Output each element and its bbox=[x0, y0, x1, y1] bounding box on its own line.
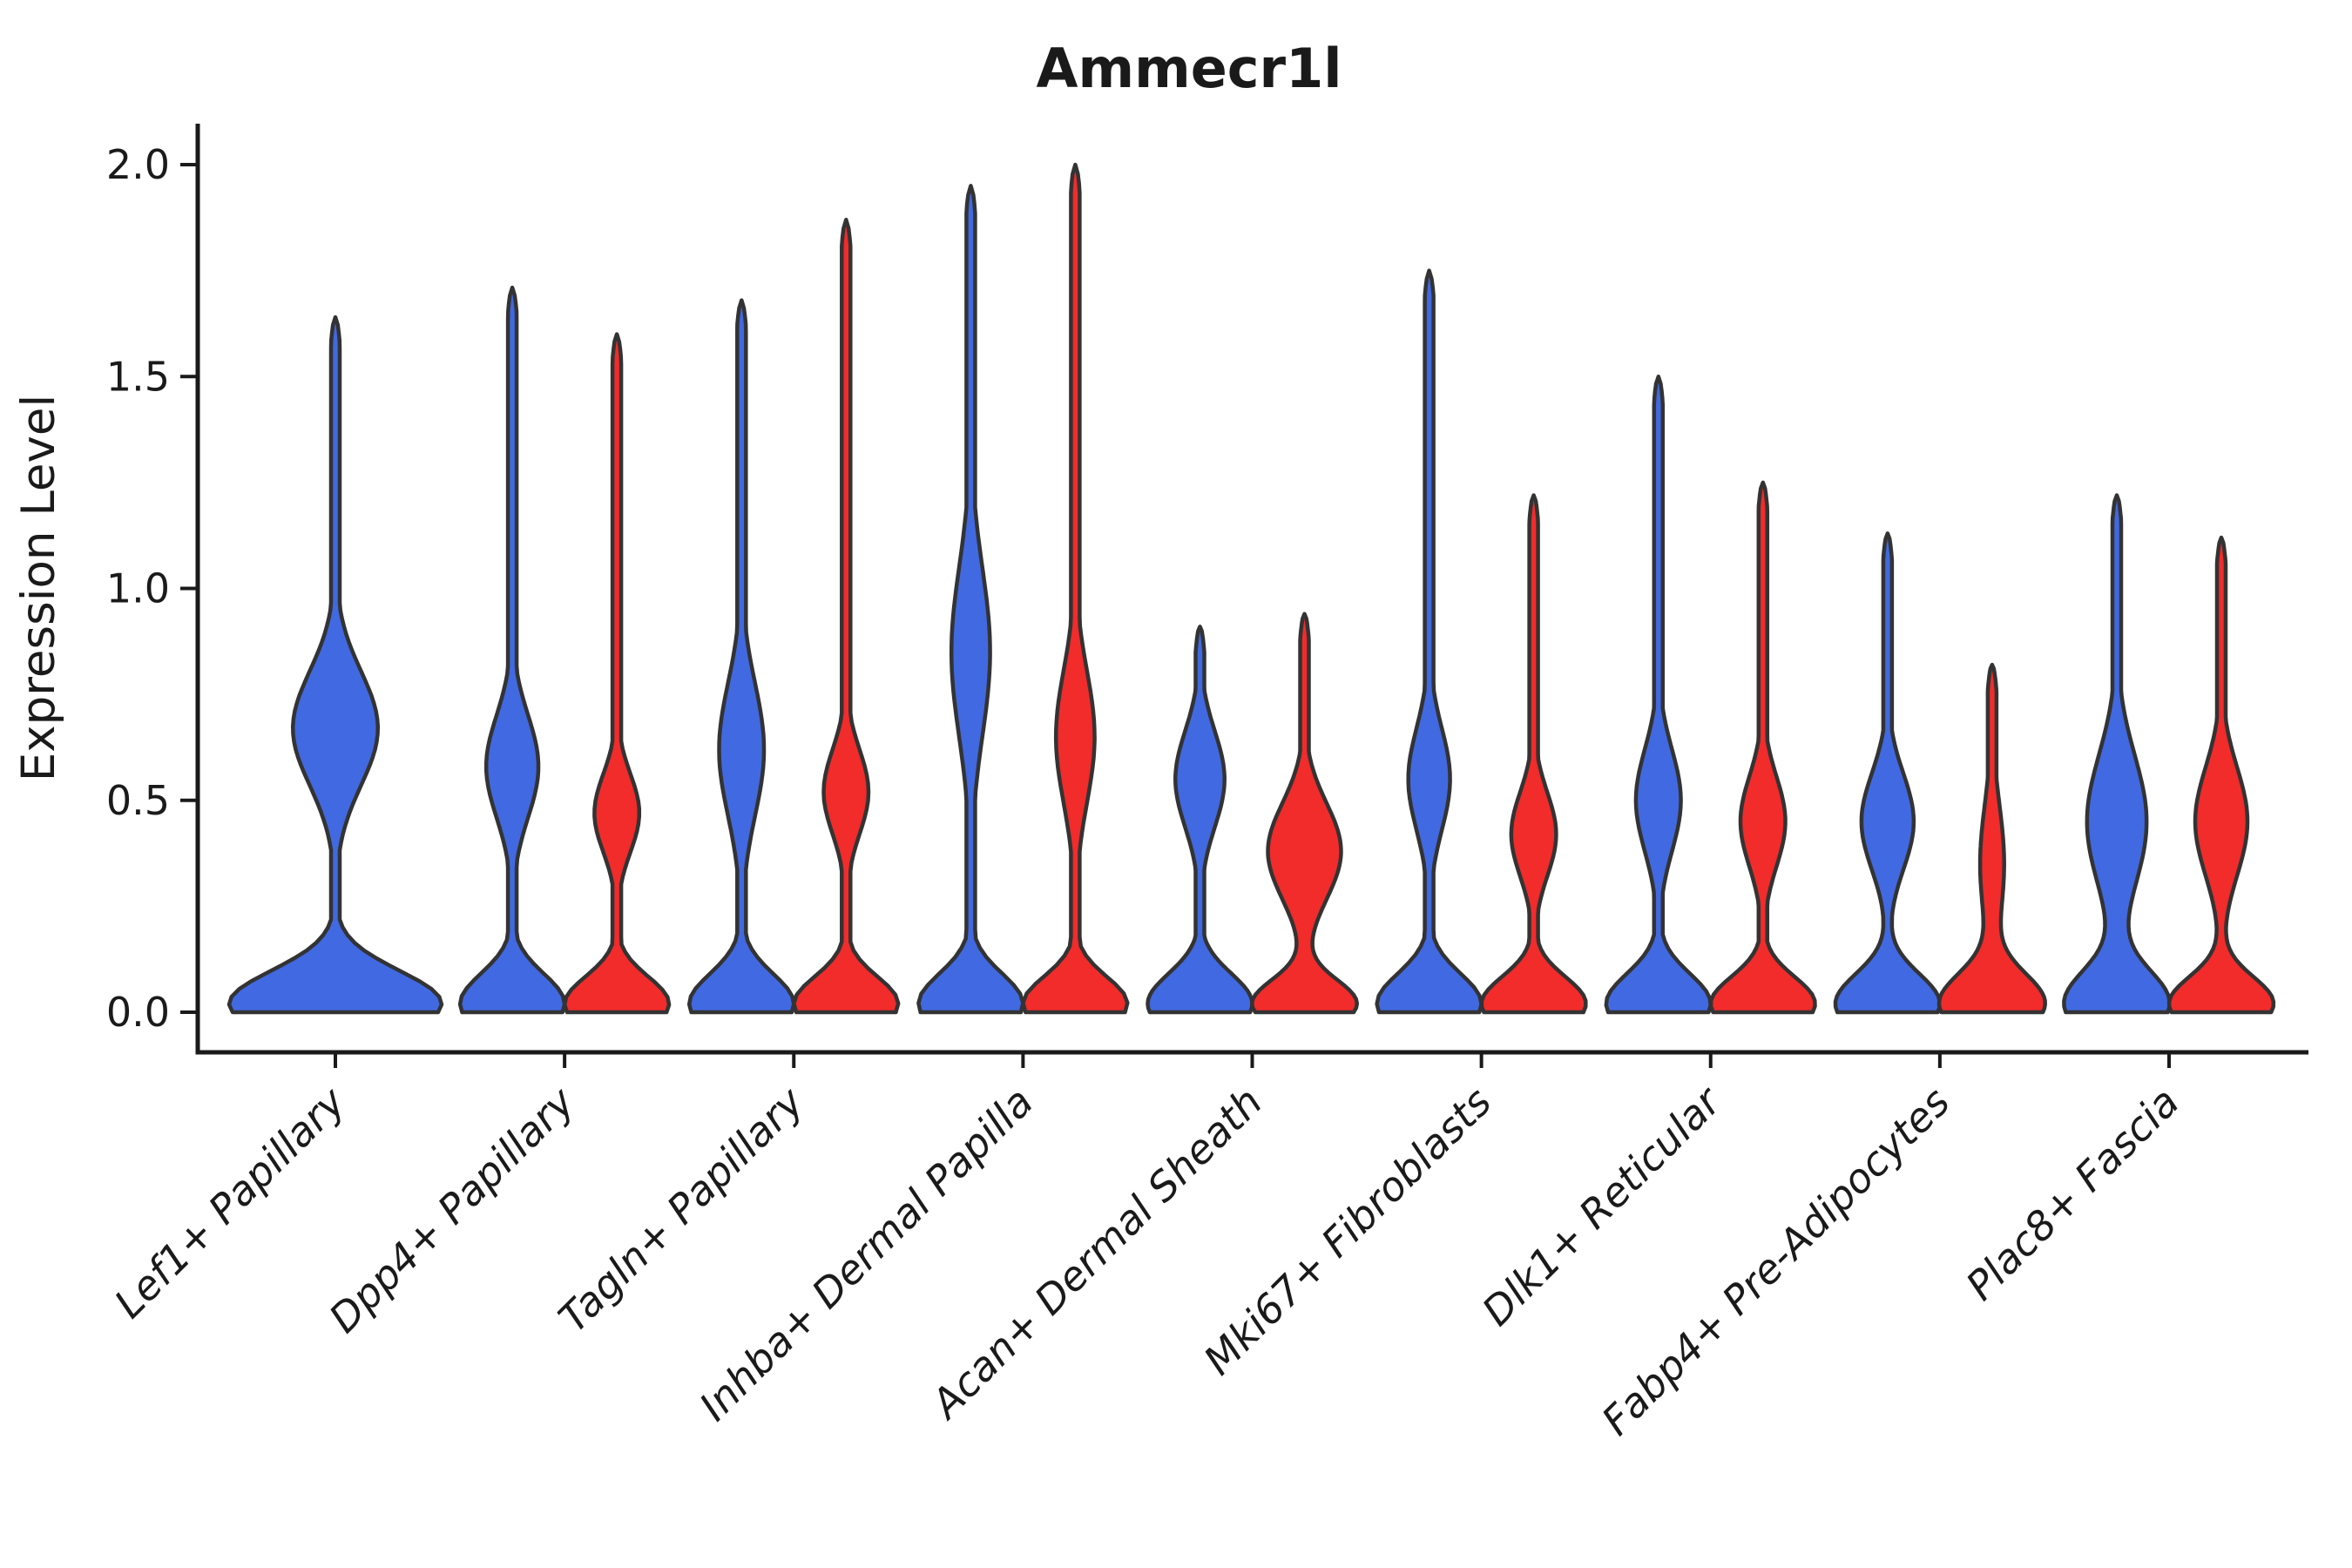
violin-tagln-papillary-red bbox=[792, 217, 901, 1015]
violin-dpp4-papillary-red bbox=[562, 332, 672, 1015]
y-tick-label: 0.5 bbox=[106, 777, 170, 824]
violin-acan-dermal-sheath-red bbox=[1249, 612, 1360, 1015]
violin-dlk1-reticular-blue bbox=[1604, 375, 1713, 1015]
axes bbox=[180, 124, 2308, 1068]
x-tick-label-plac8-fascia: Plac8+ Fascia bbox=[1957, 1078, 2187, 1309]
violin-series bbox=[226, 162, 2276, 1015]
violin-fabp4-pre-adipocytes-red bbox=[1936, 662, 2047, 1015]
y-tick-label: 2.0 bbox=[106, 141, 170, 188]
violin-mki67-fibroblasts-red bbox=[1479, 493, 1588, 1015]
x-tick-label-dlk1-reticular: Dlk1+ Reticular bbox=[1473, 1076, 1732, 1335]
y-tick-labels: 0.0 0.5 1.0 1.5 2.0 bbox=[106, 141, 170, 1036]
violin-inhba-dermal-papilla-red bbox=[1021, 162, 1130, 1015]
violin-mki67-fibroblasts-blue bbox=[1375, 268, 1484, 1015]
x-tick-label-dpp4-papillary: Dpp4+ Papillary bbox=[320, 1078, 584, 1342]
y-tick-label: 1.0 bbox=[106, 565, 170, 612]
page-title: Ammecr1l bbox=[1037, 37, 1342, 100]
violin-fabp4-pre-adipocytes-blue bbox=[1833, 531, 1942, 1015]
violin-dpp4-papillary-blue bbox=[457, 285, 567, 1015]
y-tick-label: 0.0 bbox=[106, 989, 170, 1036]
violin-acan-dermal-sheath-blue bbox=[1146, 625, 1254, 1015]
violin-tagln-papillary-blue bbox=[686, 298, 796, 1015]
y-tick-label: 1.5 bbox=[106, 353, 170, 400]
violin-plac8-fascia-blue bbox=[2062, 493, 2172, 1015]
y-axis-label: Expression Level bbox=[12, 395, 65, 781]
violin-dlk1-reticular-red bbox=[1708, 480, 1817, 1015]
violin-lef1-papillary-blue bbox=[226, 314, 444, 1015]
x-tick-label-tagln-papillary: Tagln+ Papillary bbox=[550, 1078, 814, 1342]
x-tick-label-lef1-papillary: Lef1+ Papillary bbox=[105, 1078, 355, 1327]
violin-inhba-dermal-papilla-blue bbox=[916, 184, 1025, 1015]
violin-plac8-fascia-red bbox=[2166, 535, 2276, 1015]
